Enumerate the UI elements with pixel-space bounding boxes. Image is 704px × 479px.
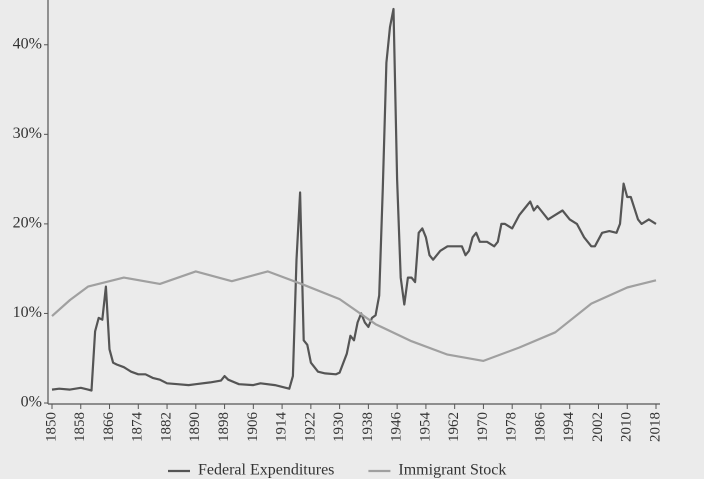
x-tick-label: 1890 <box>187 412 203 442</box>
y-tick-label: 30% <box>13 125 42 142</box>
legend-label: Federal Expenditures <box>198 462 334 479</box>
x-tick-label: 1946 <box>389 412 405 443</box>
y-tick-label: 10% <box>13 304 42 321</box>
x-tick-label: 1898 <box>216 412 232 442</box>
x-tick-label: 1906 <box>245 412 261 443</box>
x-tick-label: 1970 <box>475 412 491 442</box>
x-tick-label: 1962 <box>446 412 462 442</box>
x-tick-label: 1986 <box>532 412 548 443</box>
x-tick-label: 1978 <box>504 412 520 442</box>
x-tick-label: 1914 <box>274 412 290 443</box>
x-tick-label: 2018 <box>647 412 663 442</box>
legend-label: Immigrant Stock <box>398 462 506 479</box>
series-line <box>51 7 657 392</box>
x-tick-label: 1882 <box>158 412 174 442</box>
x-tick-label: 1994 <box>561 412 577 443</box>
x-tick-label: 1858 <box>72 412 88 442</box>
x-tick-label: 2010 <box>619 412 635 442</box>
x-tick-label: 1930 <box>331 412 347 442</box>
x-tick-label: 1922 <box>302 412 318 442</box>
y-tick-label: 40% <box>13 35 42 52</box>
x-tick-label: 1874 <box>130 412 146 443</box>
y-tick-label: 20% <box>13 215 42 232</box>
x-tick-label: 1866 <box>101 412 117 443</box>
series-line <box>51 270 657 362</box>
y-tick-label: 0% <box>21 394 42 411</box>
x-tick-label: 2002 <box>590 412 606 442</box>
x-tick-label: 1954 <box>417 412 433 443</box>
x-tick-label: 1850 <box>43 412 59 442</box>
x-tick-label: 1938 <box>360 412 376 442</box>
